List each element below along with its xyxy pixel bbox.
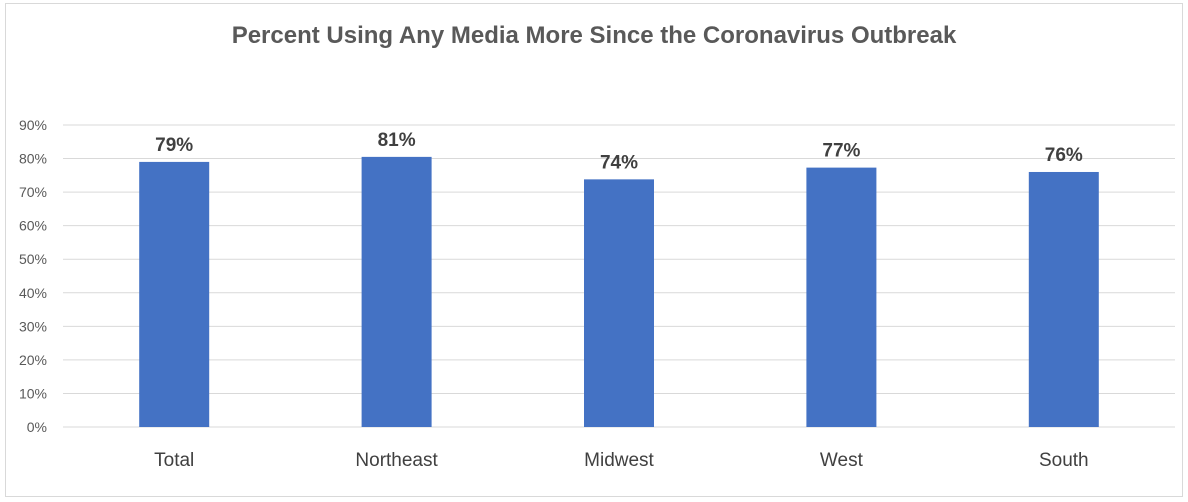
x-category-label: Total (154, 450, 194, 471)
chart-title: Percent Using Any Media More Since the C… (231, 22, 957, 49)
y-tick-label: 30% (19, 318, 47, 334)
data-label: 81% (378, 130, 416, 151)
y-tick-label: 90% (19, 117, 47, 133)
data-label: 77% (822, 141, 860, 162)
data-label: 76% (1045, 145, 1083, 166)
y-tick-label: 10% (19, 385, 47, 401)
y-tick-label: 60% (19, 218, 47, 234)
y-tick-label: 0% (27, 419, 47, 435)
x-category-label: South (1039, 450, 1089, 471)
data-label: 79% (155, 135, 193, 156)
data-label: 74% (600, 152, 638, 173)
bar (1028, 171, 1099, 427)
y-tick-label: 70% (19, 184, 47, 200)
x-category-label: Northeast (355, 450, 438, 471)
x-category-label: West (820, 450, 864, 471)
y-tick-label: 40% (19, 285, 47, 301)
bar (361, 156, 432, 427)
y-tick-label: 20% (19, 352, 47, 368)
y-tick-label: 80% (19, 151, 47, 167)
bar (806, 167, 877, 428)
y-tick-label: 50% (19, 251, 47, 267)
bar (584, 179, 654, 427)
x-category-label: Midwest (584, 450, 654, 471)
bar (139, 161, 210, 427)
